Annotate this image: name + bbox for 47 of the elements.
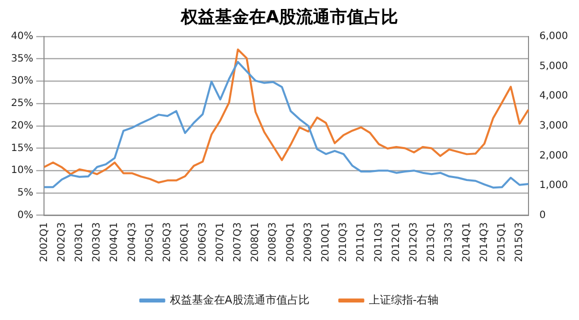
x-tick-label: 2006Q3	[197, 222, 208, 262]
y-tick-label: 0%	[17, 210, 34, 221]
legend-label: 上证综指-右轴	[368, 293, 439, 306]
y2-tick-label: 6,000	[539, 30, 568, 42]
y-tick-label: 5%	[17, 188, 34, 199]
legend-label: 权益基金在A股流通市值占比	[168, 293, 310, 306]
y-tick-label: 35%	[10, 53, 34, 64]
x-tick-label: 2013Q3	[444, 222, 455, 262]
x-tick-label: 2002Q1	[38, 222, 50, 262]
x-tick-label: 2003Q1	[74, 222, 86, 262]
x-tick-label: 2005Q3	[162, 222, 174, 262]
x-tick-label: 2002Q3	[56, 222, 68, 262]
x-tick-label: 2014Q1	[461, 222, 472, 262]
x-tick-label: 2015Q1	[496, 222, 508, 262]
x-tick-label: 2014Q3	[478, 222, 490, 262]
chart-title: 权益基金在A股流通市值占比	[180, 8, 398, 28]
y2-tick-label: 5,000	[539, 60, 568, 72]
x-tick-label: 2003Q3	[92, 222, 103, 262]
x-tick-label: 2004Q1	[109, 222, 120, 262]
x-tick-label: 2005Q1	[144, 222, 156, 262]
x-tick-label: 2013Q1	[426, 222, 438, 262]
x-tick-label: 2011Q1	[356, 222, 367, 262]
x-tick-label: 2012Q3	[408, 222, 420, 262]
x-tick-label: 2010Q3	[338, 222, 350, 262]
y-tick-label: 10%	[10, 165, 34, 176]
y2-tick-label: 2,000	[539, 150, 568, 162]
x-tick-label: 2009Q1	[285, 222, 296, 262]
x-tick-label: 2006Q1	[180, 222, 191, 262]
y-tick-label: 30%	[10, 76, 34, 87]
y2-tick-label: 0	[539, 210, 546, 221]
x-tick-label: 2007Q3	[232, 222, 244, 262]
y2-tick-label: 3,000	[539, 120, 568, 132]
x-tick-label: 2011Q3	[373, 222, 384, 262]
y-tick-label: 15%	[10, 142, 34, 154]
x-tick-label: 2015Q3	[514, 222, 526, 262]
y-tick-label: 40%	[10, 30, 34, 42]
x-tick-label: 2008Q3	[268, 222, 279, 262]
x-tick-label: 2010Q1	[320, 222, 332, 262]
x-tick-label: 2012Q1	[390, 222, 402, 262]
x-tick-label: 2007Q1	[214, 222, 226, 262]
y2-tick-label: 4,000	[539, 90, 568, 102]
x-tick-label: 2004Q3	[126, 222, 138, 262]
y-tick-label: 20%	[10, 120, 34, 132]
y-tick-label: 25%	[10, 98, 34, 110]
x-tick-label: 2009Q3	[302, 222, 314, 262]
x-tick-label: 2008Q1	[250, 222, 262, 262]
y2-tick-label: 1,000	[539, 180, 568, 192]
